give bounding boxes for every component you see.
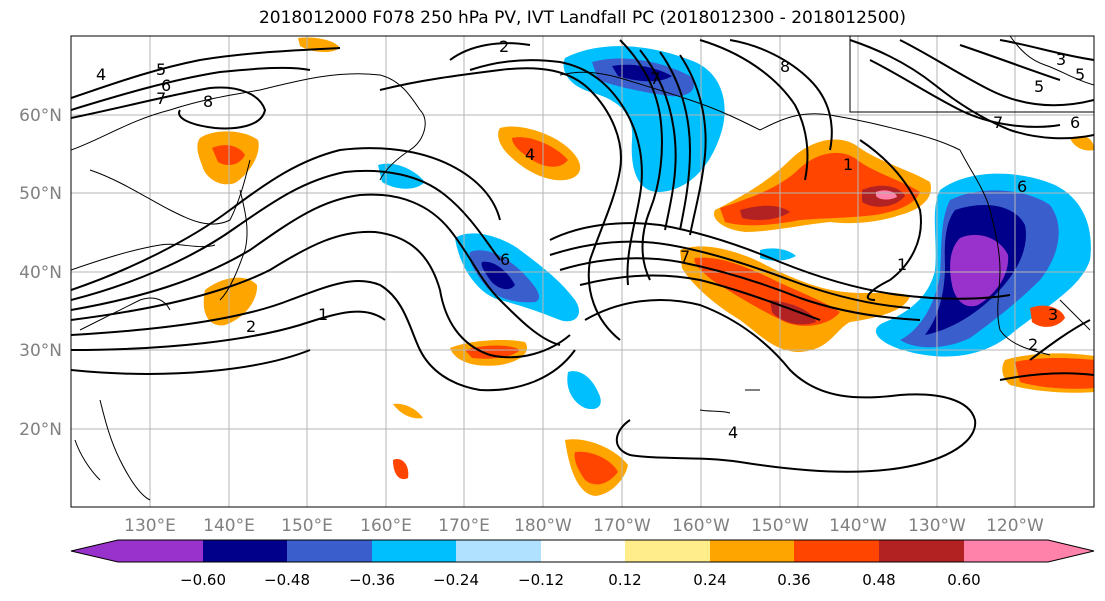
colorbar-swatch	[541, 540, 625, 562]
negative-anomaly-region	[950, 234, 1009, 307]
contour-label: 7	[650, 69, 660, 88]
colorbar-tick-label: 0.60	[947, 571, 980, 589]
lon-label: 180°W	[514, 516, 572, 536]
contour-label: 7	[156, 89, 166, 108]
contour-label: 5	[156, 60, 166, 79]
colorbar-swatch	[372, 540, 456, 562]
contour-label: 6	[161, 76, 171, 95]
contour-label: 7	[993, 113, 1003, 132]
lon-label: 120°W	[986, 516, 1044, 536]
lat-label: 40°N	[19, 263, 62, 283]
positive-anomaly-region	[1070, 136, 1094, 151]
lon-label: 150°E	[281, 516, 333, 536]
graticule	[71, 36, 1094, 507]
lon-label: 150°W	[751, 516, 809, 536]
colorbar-tick-label: 0.12	[608, 571, 641, 589]
colorbar-swatch	[879, 540, 964, 562]
colorbar-tick-label: −0.60	[180, 571, 226, 589]
contour-label: 2	[499, 37, 509, 56]
positive-anomaly-region	[393, 403, 423, 419]
contour-label: 5	[1034, 77, 1044, 96]
map-frame: 4 5 6 7 8 1 2 6 7 1 2 3 4 5 6 7 8 1 2 3	[70, 35, 1095, 508]
contour-label: 1	[897, 255, 907, 274]
contour-label: 1	[843, 155, 853, 174]
contour-label: 6	[1017, 177, 1027, 196]
colorbar-swatch	[456, 540, 541, 562]
pv-contours	[71, 39, 1094, 473]
lon-label: 160°W	[672, 516, 730, 536]
positive-anomaly-region	[740, 205, 790, 220]
lat-label: 60°N	[19, 106, 62, 126]
lon-label: 130°W	[908, 516, 966, 536]
contour-label: 7	[680, 247, 690, 266]
contour-label: 4	[96, 65, 106, 84]
colorbar-swatch	[625, 540, 710, 562]
colorbar-swatch	[964, 540, 1094, 562]
coastlines	[71, 36, 1094, 501]
colorbar-swatches	[71, 540, 1094, 562]
colorbar-tick-label: −0.48	[264, 571, 310, 589]
colorbar-swatch	[710, 540, 794, 562]
contour-label: 3	[1048, 305, 1058, 324]
positive-anomaly-region	[465, 345, 520, 359]
lon-label: 170°E	[438, 516, 490, 536]
colorbar-swatch	[287, 540, 372, 562]
colorbar-tick-label: 0.36	[777, 571, 810, 589]
lon-label: 140°W	[829, 516, 887, 536]
negative-anomaly-region	[378, 163, 425, 189]
lat-label: 50°N	[19, 184, 62, 204]
contour-label: 8	[780, 57, 790, 76]
contour-label: 3	[1056, 50, 1066, 69]
positive-anomaly-region	[512, 137, 568, 167]
colorbar-swatch	[203, 540, 287, 562]
contour-label: 2	[246, 317, 256, 336]
map-title: 2018012000 F078 250 hPa PV, IVT Landfall…	[258, 8, 906, 28]
contour-label: 5	[1075, 65, 1085, 84]
colorbar-tick-label: −0.24	[433, 571, 479, 589]
colorbar-tick-label: 0.24	[693, 571, 726, 589]
lat-label: 20°N	[19, 420, 62, 440]
colorbar-swatch	[71, 540, 203, 562]
colorbar: −0.60 −0.48 −0.36 −0.24 −0.12 0.12 0.24 …	[70, 539, 1095, 589]
lon-label: 140°E	[203, 516, 255, 536]
lon-label: 160°E	[360, 516, 412, 536]
contour-label: 4	[728, 423, 738, 442]
negative-anomaly-region	[481, 261, 515, 290]
contour-label: 6	[1070, 113, 1080, 132]
positive-anomaly-region	[574, 451, 618, 485]
contour-label: 2	[1028, 335, 1038, 354]
lon-label: 130°E	[124, 516, 176, 536]
colorbar-tick-label: −0.36	[349, 571, 395, 589]
latitude-labels: 60°N 50°N 40°N 30°N 20°N	[19, 106, 62, 440]
contour-label: 6	[500, 250, 510, 269]
positive-anomaly-region	[1030, 305, 1065, 327]
contour-label: 8	[203, 92, 213, 111]
colorbar-swatch	[794, 540, 879, 562]
contour-label: 4	[525, 145, 535, 164]
positive-anomaly-region	[393, 459, 409, 480]
negative-anomaly-region	[567, 371, 601, 410]
lon-label: 170°W	[593, 516, 651, 536]
lat-label: 30°N	[19, 341, 62, 361]
colorbar-tick-label: 0.48	[862, 571, 895, 589]
contour-label: 1	[318, 305, 328, 324]
longitude-labels: 130°E 140°E 150°E 160°E 170°E 180°W 170°…	[124, 516, 1044, 536]
contour-labels: 4 5 6 7 8 1 2 6 7 1 2 3 4 5 6 7 8 1 2 3	[96, 37, 1085, 442]
colorbar-tick-label: −0.12	[518, 571, 564, 589]
